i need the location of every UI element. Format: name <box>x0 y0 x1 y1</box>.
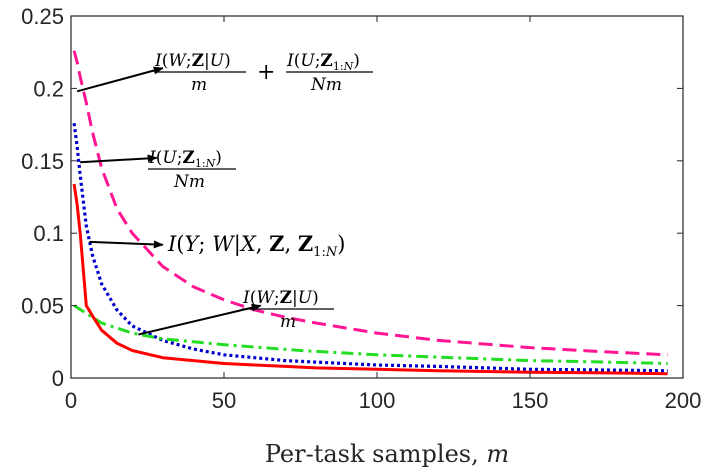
series-line-magenta <box>72 50 668 357</box>
x-tick-label: 0 <box>65 388 77 413</box>
svg-text:I(U;Z1:N): I(U;Z1:N) <box>286 51 360 73</box>
x-tick-label: 200 <box>665 388 702 413</box>
svg-text:+: + <box>257 60 275 85</box>
y-tick-label: 0.25 <box>21 4 64 29</box>
x-axis-ticks: 0 50 100 150 200 <box>65 16 701 413</box>
y-tick-label: 0 <box>52 366 64 391</box>
y-tick-label: 0.2 <box>33 76 64 101</box>
series-layer <box>72 50 668 376</box>
svg-text:I(W;Z|U): I(W;Z|U) <box>242 288 319 308</box>
annotation-arrows <box>76 66 262 336</box>
annot-blue-arrow <box>80 154 158 164</box>
svg-text:m: m <box>191 75 207 95</box>
series-line-red <box>72 183 668 376</box>
y-tick-label: 0.1 <box>33 221 64 246</box>
annot-green-arrow <box>138 303 262 336</box>
annot-red-arrow <box>89 240 164 249</box>
series-line-blue <box>72 122 668 373</box>
label-blue-formula: I(U;Z1:N) Nm <box>148 148 236 192</box>
series-line-green <box>73 304 668 365</box>
svg-text:Nm: Nm <box>310 75 342 95</box>
x-tick-label: 50 <box>212 388 236 413</box>
annot-magenta-arrow <box>76 66 164 93</box>
svg-text:Nm: Nm <box>173 172 205 192</box>
y-axis-ticks: 0 0.05 0.1 0.15 0.2 0.25 <box>21 4 683 391</box>
svg-text:I(W;Z|U): I(W;Z|U) <box>154 51 231 71</box>
x-tick-label: 100 <box>359 388 396 413</box>
label-green-formula: I(W;Z|U) m <box>242 288 334 332</box>
x-tick-label: 150 <box>512 388 549 413</box>
x-axis-label: Per-task samples, m <box>265 440 509 468</box>
svg-text:m: m <box>280 312 296 332</box>
y-tick-label: 0.05 <box>21 294 64 319</box>
y-tick-label: 0.15 <box>21 149 64 174</box>
plot-background <box>71 16 683 378</box>
label-magenta-formula: I(W;Z|U) m + I(U;Z1:N) Nm <box>154 51 373 95</box>
